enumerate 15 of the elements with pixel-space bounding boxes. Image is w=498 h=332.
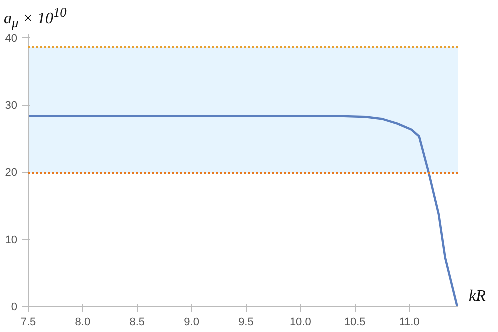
x-tick-label: 10.5 (344, 316, 366, 328)
y-axis-title: a$_{μ}$ × 10$^{10}$ (4, 5, 67, 31)
y-tick-label: 0 (11, 302, 18, 314)
x-tick-label: 10.0 (290, 316, 312, 328)
x-tick-label: 9.0 (184, 316, 200, 328)
x-tick-label: 9.5 (238, 316, 254, 328)
x-axis-title: kR (469, 287, 486, 307)
y-tick-label: 30 (5, 100, 18, 112)
y-tick-label: 10 (5, 234, 18, 246)
y-tick-label: 40 (5, 32, 18, 45)
x-tick-label: 8.0 (75, 316, 91, 328)
x-tick-label: 11.0 (399, 316, 420, 328)
x-tick-label: 7.5 (20, 316, 36, 328)
y-tick-label: 20 (5, 167, 18, 180)
x-tick-label: 8.5 (130, 316, 146, 328)
